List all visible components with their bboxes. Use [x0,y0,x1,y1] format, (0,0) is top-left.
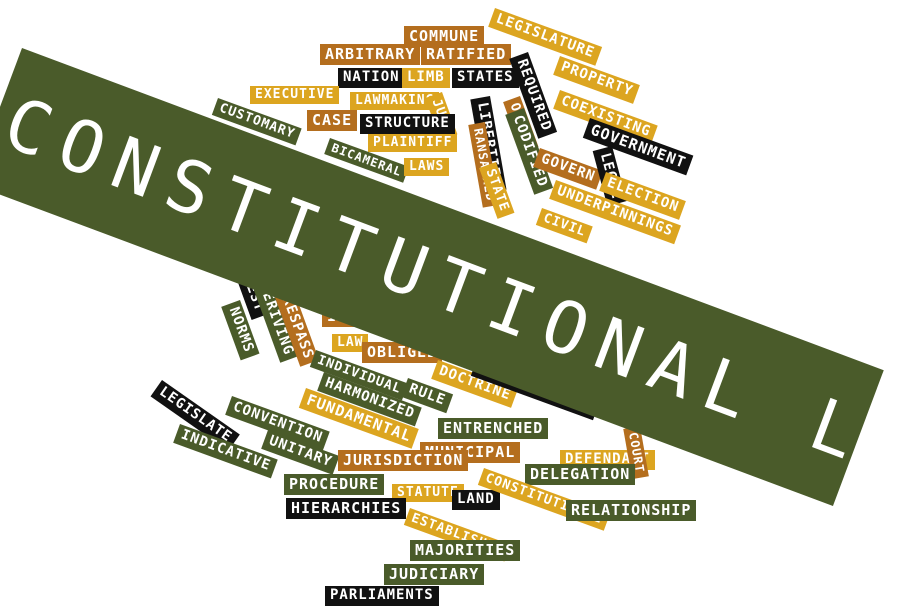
word-case-tag: CASE [307,110,358,131]
word-commune-tag: COMMUNE [404,26,485,47]
word-jurisdiction-tag: JURISDICTION [338,450,469,471]
word-majorities-tag: MAJORITIES [410,540,521,561]
word-parliaments-tag: PARLIAMENTS [325,586,439,606]
word-executive-tag: EXECUTIVE [250,86,340,105]
word-states-tag: STATES [452,68,519,88]
word-statute-tag: STATUTE [392,484,464,503]
word-structure-tag: STRUCTURE [360,114,455,134]
word-delegation-tag: DELEGATION [525,464,636,485]
word-ratified-tag: RATIFIED [421,44,512,65]
word-entrenched-tag: ENTRENCHED [438,418,549,439]
word-land-tag: LAND [452,490,500,510]
word-civil-tag: CIVIL [535,208,593,244]
word-hierarchies-tag: HIERARCHIES [286,498,407,519]
word-law-tag: LAW [332,334,369,353]
word-nation-tag: NATION [338,68,405,88]
word-limb-tag: LIMB [402,68,450,88]
word-laws-tag: LAWS [404,158,450,177]
word-lawmaking-tag: LAWMAKING [350,92,440,111]
word-procedure-tag: PROCEDURE [284,474,385,495]
word-plaintiff-tag: PLAINTIFF [368,134,458,153]
word-arbitrary-tag: ARBITRARY [320,44,421,65]
word-judiciary-tag: JUDICIARY [384,564,485,585]
word-relationship-tag: RELATIONSHIP [566,500,697,521]
